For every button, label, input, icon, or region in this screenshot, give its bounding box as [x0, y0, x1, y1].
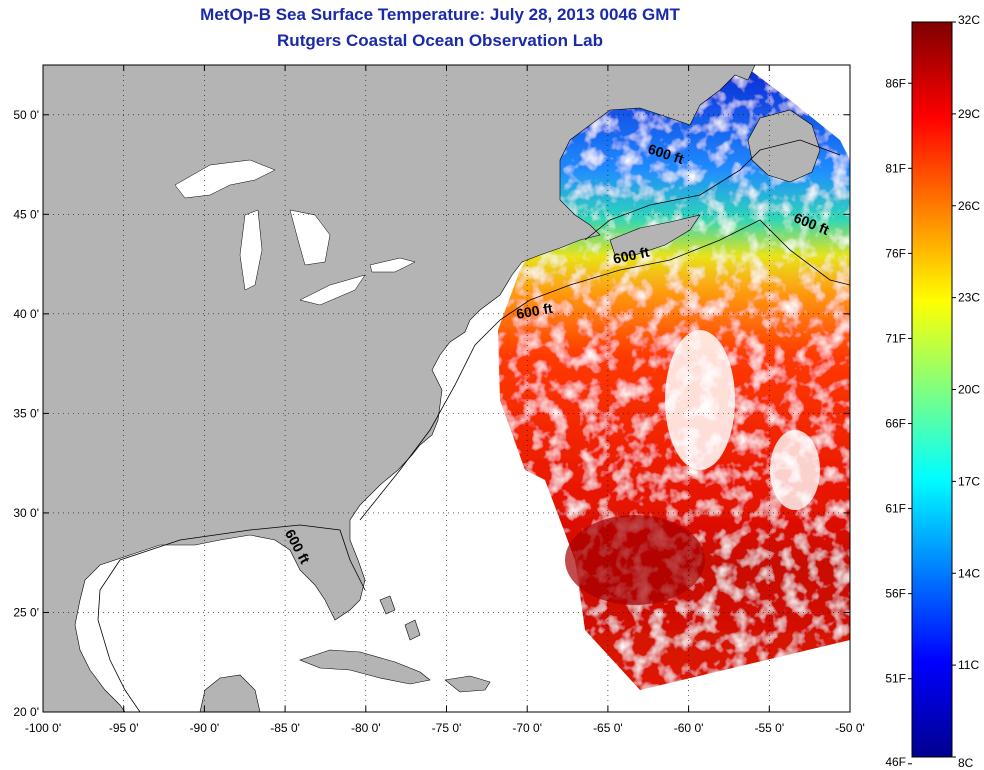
- contour-600ft-line: [359, 219, 850, 521]
- colorbar-fahrenheit-labels: 86F 81F 76F 71F 66F 61F 56F 51F 46F: [885, 76, 912, 769]
- lake-huron: [289, 209, 331, 266]
- lat-tick-label: 20 0': [13, 705, 39, 719]
- lat-tick-label: 25 0': [13, 605, 39, 619]
- colorbar-c-label: 8C: [958, 756, 974, 770]
- land-bahamas: [379, 595, 396, 615]
- colorbar-f-label: 66F: [885, 417, 906, 431]
- colorbar-celsius-labels: 32C 29C 26C 23C 20C 17C 14C 11C 8C: [952, 13, 980, 770]
- colorbar-f-label: 61F: [885, 502, 906, 516]
- contour-600ft-line: [584, 139, 841, 241]
- lon-tick-label: -65 0': [593, 721, 623, 735]
- land-newfoundland: [747, 109, 821, 183]
- colorbar-f-label: 51F: [885, 672, 906, 686]
- colorbar-c-label: 32C: [958, 13, 980, 27]
- cloud-gap: [770, 430, 820, 510]
- contour-600ft-line: [97, 524, 366, 712]
- land-bahamas: [404, 619, 421, 641]
- longitude-axis: -100 0' -95 0' -90 0' -85 0' -80 0' -75 0' -70…: [25, 65, 865, 735]
- lon-tick-label: -85 0': [270, 721, 300, 735]
- colorbar-f-label: 46F: [885, 755, 906, 769]
- warm-core: [565, 515, 705, 605]
- latitude-axis: 20 0' 25 0' 30 0' 35 0' 40 0' 45 0' 50 0': [13, 108, 850, 719]
- lon-tick-label: -75 0': [432, 721, 462, 735]
- great-lakes: [174, 159, 416, 306]
- lat-tick-label: 45 0': [13, 207, 39, 221]
- lon-tick-label: -100 0': [25, 721, 61, 735]
- colorbar-c-label: 23C: [958, 291, 980, 305]
- land-yucatan: [199, 674, 261, 712]
- colorbar-c-label: 20C: [958, 383, 980, 397]
- colorbar-ramp: [911, 21, 953, 758]
- colorbar-f-label: 76F: [885, 246, 906, 260]
- title-line-2: Rutgers Coastal Ocean Observation Lab: [277, 31, 603, 50]
- contour-label: 600 ft: [612, 244, 651, 267]
- title-line-1: MetOp-B Sea Surface Temperature: July 28…: [200, 5, 680, 24]
- land-masses: [43, 65, 821, 712]
- lon-tick-label: -80 0': [351, 721, 381, 735]
- lat-tick-label: 35 0': [13, 406, 39, 420]
- contour-600ft: [97, 139, 850, 712]
- colorbar-c-label: 29C: [958, 107, 980, 121]
- cloud-gap: [665, 330, 735, 470]
- colorbar-f-label: 86F: [885, 76, 906, 90]
- lake-erie: [299, 274, 366, 306]
- colorbar: 32C 29C 26C 23C 20C 17C 14C 11C 8C 86F 81F 76F 71F 6…: [885, 13, 980, 770]
- lake-superior: [174, 159, 276, 199]
- lon-tick-label: -60 0': [674, 721, 704, 735]
- land-nova-scotia: [609, 214, 701, 256]
- lat-tick-label: 50 0': [13, 108, 39, 122]
- colorbar-f-label: 81F: [885, 161, 906, 175]
- land-north-america: [43, 65, 756, 712]
- colorbar-c-label: 14C: [958, 566, 980, 580]
- colorbar-c-label: 26C: [958, 199, 980, 213]
- map-title: MetOp-B Sea Surface Temperature: July 28…: [0, 2, 880, 54]
- colorbar-c-label: 11C: [958, 658, 979, 672]
- lat-tick-label: 30 0': [13, 506, 39, 520]
- colorbar-c-label: 17C: [958, 474, 980, 488]
- lon-tick-label: -55 0': [754, 721, 784, 735]
- lake-michigan: [239, 209, 263, 291]
- lat-tick-label: 40 0': [13, 307, 39, 321]
- land-hispaniola: [444, 675, 491, 693]
- land-cuba: [299, 649, 431, 685]
- colorbar-f-label: 71F: [885, 331, 906, 345]
- lake-ontario: [369, 257, 416, 273]
- lon-tick-label: -90 0': [190, 721, 220, 735]
- lon-tick-label: -95 0': [109, 721, 139, 735]
- lon-tick-label: -70 0': [512, 721, 542, 735]
- lon-tick-label: -50 0': [835, 721, 865, 735]
- contour-label: 600 ft: [515, 300, 554, 322]
- colorbar-f-label: 56F: [885, 587, 906, 601]
